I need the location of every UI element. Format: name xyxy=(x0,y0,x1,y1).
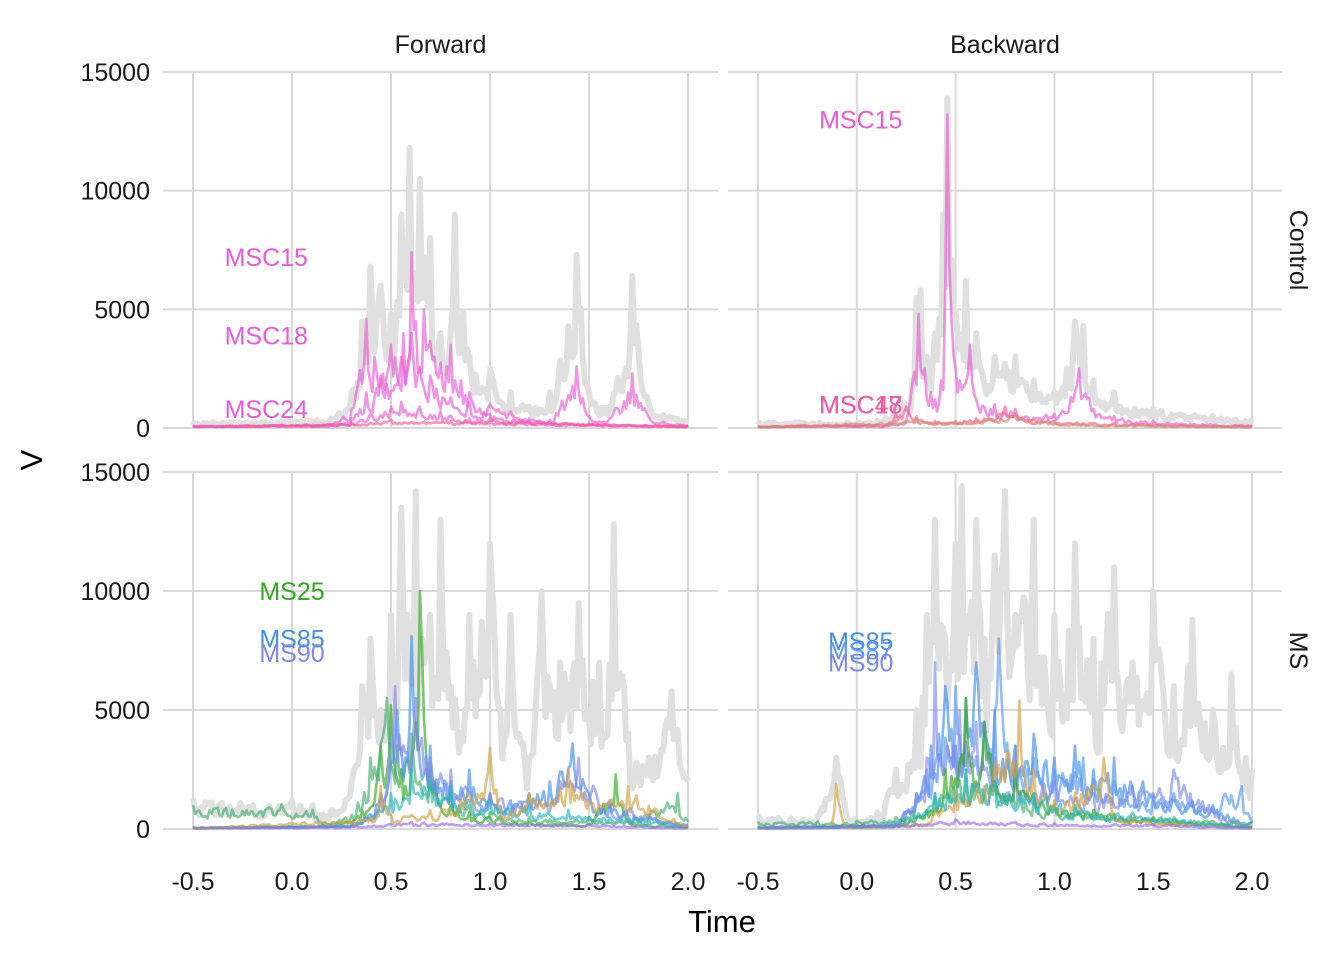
y-axis-title: V xyxy=(14,449,49,470)
y-tick-label: 10000 xyxy=(80,178,150,206)
background-series-line xyxy=(755,95,1255,429)
series-annotation: MSC47 xyxy=(819,391,902,419)
y-tick-label: 15000 xyxy=(80,59,150,87)
series-annotation: MS85 xyxy=(259,626,324,654)
series-line xyxy=(192,746,688,830)
series-annotation: MSC15 xyxy=(225,244,308,272)
y-tick-label: 5000 xyxy=(94,697,150,725)
series-annotation: MS90 xyxy=(828,649,893,677)
y-tick-label: 0 xyxy=(136,816,150,844)
y-tick-label: 10000 xyxy=(80,578,150,606)
row-strip-label: Control xyxy=(1284,210,1312,291)
x-tick-label: 2.0 xyxy=(1235,868,1270,896)
background-series-layer xyxy=(190,95,1255,828)
series-label-layer: MSC15MSC18MSC24MSC15MSC47MSC18MS25MS85MS… xyxy=(225,106,903,677)
background-series-line xyxy=(190,144,690,428)
x-tick-label: 0.0 xyxy=(275,868,310,896)
series-line xyxy=(192,820,689,830)
x-tick-label: 0.0 xyxy=(839,868,874,896)
column-strip-label: Backward xyxy=(950,31,1060,59)
series-annotation: MSC24 xyxy=(225,396,308,424)
series-layer xyxy=(191,113,1254,830)
series-annotation: MSC18 xyxy=(819,391,902,419)
y-tick-label: 5000 xyxy=(94,296,150,324)
column-strip-label: Forward xyxy=(395,31,487,59)
series-annotation: MS85 xyxy=(828,628,893,656)
axis-layer: 0 5000 10000 15000 0 5000 10000 15000 -0.5 0.0 0.5… xyxy=(80,59,1269,896)
grid-layer xyxy=(163,71,1282,830)
series-annotation: MSC15 xyxy=(819,106,902,134)
series-annotation: MS25 xyxy=(259,578,324,606)
series-annotation: MSC18 xyxy=(225,322,308,350)
x-tick-label: 1.5 xyxy=(1136,868,1171,896)
series-line xyxy=(757,818,1253,830)
x-tick-label: 0.5 xyxy=(938,868,973,896)
x-tick-label: -0.5 xyxy=(736,868,779,896)
x-tick-label: 0.5 xyxy=(374,868,409,896)
series-line xyxy=(192,417,689,429)
series-annotation: MS90 xyxy=(259,640,324,668)
x-tick-label: 1.0 xyxy=(473,868,508,896)
series-annotation: MS87 xyxy=(828,638,893,666)
series-line xyxy=(757,412,1253,429)
row-strip-label: MS xyxy=(1284,632,1312,670)
strip-layer: Forward Backward Control MS xyxy=(395,31,1312,669)
x-tick-label: 1.5 xyxy=(572,868,607,896)
y-tick-label: 0 xyxy=(136,415,150,443)
series-line xyxy=(756,768,1253,828)
x-tick-label: 2.0 xyxy=(671,868,706,896)
x-tick-label: 1.0 xyxy=(1037,868,1072,896)
y-tick-label: 15000 xyxy=(80,459,150,487)
x-tick-label: -0.5 xyxy=(171,868,214,896)
background-series-line xyxy=(755,483,1255,828)
x-axis-title: Time xyxy=(688,904,756,939)
